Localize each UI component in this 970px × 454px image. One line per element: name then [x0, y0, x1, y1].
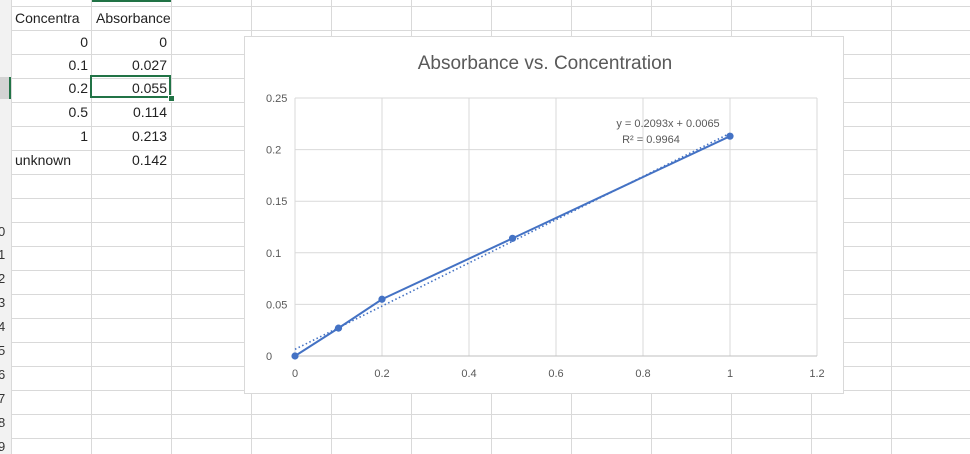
- data-point: [726, 132, 734, 140]
- column-gridline: [11, 0, 12, 454]
- cell-conc-1[interactable]: 0.1: [68, 57, 88, 73]
- row-number[interactable]: 4: [0, 320, 6, 333]
- header-concentration[interactable]: Concentra: [15, 10, 80, 26]
- row-number[interactable]: 2: [0, 272, 6, 285]
- scatter-chart: Absorbance vs. Concentration 0 0.05 0.1 0.1…: [266, 53, 825, 380]
- column-gridline: [171, 0, 172, 454]
- y-tick-label: 0.1: [266, 248, 281, 260]
- cell-abs-1[interactable]: 0.027: [131, 57, 167, 73]
- y-tick-label: 0.05: [266, 299, 287, 311]
- row-number[interactable]: 6: [0, 368, 6, 381]
- row-number[interactable]: 8: [0, 416, 6, 429]
- cell-conc-4[interactable]: 1: [80, 128, 88, 144]
- cell-conc-0[interactable]: 0: [80, 34, 88, 50]
- row-number[interactable]: 1: [0, 248, 6, 261]
- row-number[interactable]: 0: [0, 225, 6, 238]
- row-number[interactable]: 3: [0, 296, 6, 309]
- y-tick-label: 0: [266, 351, 272, 363]
- cell-conc-5[interactable]: unknown: [15, 152, 72, 168]
- row-gridline: [11, 6, 970, 7]
- x-tick-label: 0.8: [635, 368, 650, 380]
- selected-row-header[interactable]: [0, 77, 11, 99]
- selected-column-indicator: [91, 0, 171, 2]
- series-line: [294, 135, 731, 357]
- row-gridline: [11, 438, 970, 439]
- data-point: [508, 234, 517, 242]
- row-gridline: [11, 414, 970, 415]
- fill-handle[interactable]: [168, 95, 175, 102]
- x-tick-label: 0.4: [461, 368, 476, 380]
- x-tick-label: 1: [727, 368, 733, 380]
- x-tick-label: 0.6: [548, 368, 563, 380]
- x-tick-label: 0: [292, 368, 298, 380]
- column-gridline: [891, 0, 892, 454]
- row-number[interactable]: 5: [0, 344, 6, 357]
- trendline-r-squared[interactable]: R² = 0.9964: [622, 134, 680, 146]
- row-number[interactable]: 9: [0, 440, 6, 453]
- chart-area[interactable]: Absorbance vs. Concentration 0 0.05 0.1 0.1…: [244, 36, 844, 394]
- column-gridline: [91, 0, 92, 454]
- row-number[interactable]: 7: [0, 392, 6, 405]
- y-tick-label: 0.2: [266, 145, 281, 157]
- trendline-equation[interactable]: y = 0.2093x + 0.0065: [616, 118, 719, 130]
- cell-abs-0[interactable]: 0: [159, 34, 167, 50]
- row-gridline: [11, 30, 970, 31]
- y-tick-label: 0.15: [266, 196, 287, 208]
- cell-abs-3[interactable]: 0.114: [133, 104, 167, 120]
- data-point: [378, 295, 386, 303]
- cell-conc-3[interactable]: 0.5: [68, 104, 88, 120]
- data-point: [291, 352, 299, 360]
- chart-title[interactable]: Absorbance vs. Concentration: [418, 53, 673, 74]
- cell-abs-4[interactable]: 0.213: [131, 128, 167, 144]
- cell-conc-2[interactable]: 0.2: [68, 80, 88, 96]
- data-point: [334, 324, 343, 332]
- cell-abs-5[interactable]: 0.142: [131, 152, 167, 168]
- header-absorbance[interactable]: Absorbance: [96, 10, 171, 26]
- x-tick-label: 1.2: [809, 368, 824, 380]
- active-cell-border: [90, 75, 171, 98]
- cell-abs-2[interactable]: 0.055: [131, 80, 167, 96]
- x-tick-label: 0.2: [374, 368, 389, 380]
- y-tick-label: 0.25: [266, 93, 287, 105]
